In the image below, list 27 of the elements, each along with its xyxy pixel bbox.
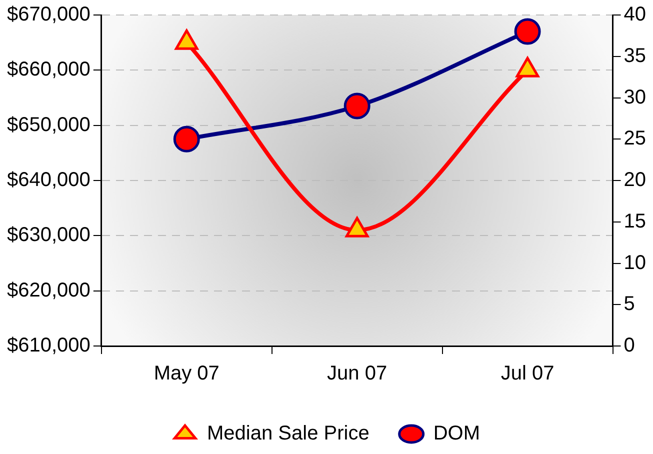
- legend-label: Median Sale Price: [207, 422, 370, 445]
- y2-tick-label: 35: [624, 44, 646, 67]
- y-tick-label: $610,000: [6, 334, 90, 357]
- y2-tick-label: 30: [624, 86, 646, 108]
- point: [516, 56, 540, 78]
- y-tick-label: $630,000: [6, 224, 90, 246]
- y2-tick-label: 25: [624, 128, 646, 150]
- y2-tick-label: 40: [624, 4, 646, 26]
- y-tick-label: $670,000: [6, 4, 90, 26]
- point: [514, 18, 541, 45]
- x-tick-label: Jun 07: [327, 362, 388, 385]
- y2-tick-label: 15: [624, 210, 646, 232]
- y2-tick-label: 20: [624, 169, 646, 192]
- point: [344, 92, 370, 120]
- y2-tick-label: 5: [624, 293, 635, 316]
- point: [173, 126, 200, 152]
- x-tick-label: Jul 07: [500, 362, 554, 385]
- legend-label: DOM: [433, 422, 480, 445]
- y2-tick-label: 10: [624, 252, 646, 274]
- y-tick-label: $660,000: [6, 58, 90, 81]
- y-tick-label: $640,000: [6, 169, 90, 192]
- y2-tick-label: 0: [624, 334, 635, 357]
- point: [345, 216, 369, 238]
- y-tick-label: $620,000: [6, 279, 90, 302]
- y-tick-label: $650,000: [6, 114, 90, 136]
- point: [175, 29, 198, 50]
- x-tick-label: May 07: [154, 362, 220, 385]
